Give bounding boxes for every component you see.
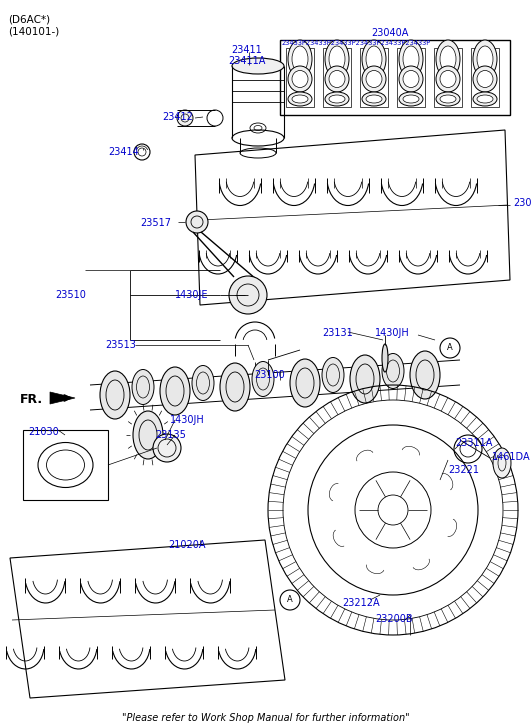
Text: 23200B: 23200B — [375, 614, 413, 624]
Ellipse shape — [232, 58, 284, 74]
Ellipse shape — [410, 351, 440, 399]
Ellipse shape — [325, 92, 349, 106]
Bar — [434, 48, 462, 107]
Ellipse shape — [382, 353, 404, 388]
Bar — [360, 48, 388, 107]
Text: 1430JE: 1430JE — [175, 290, 209, 300]
Ellipse shape — [325, 40, 349, 78]
Text: (D6AC*): (D6AC*) — [8, 14, 50, 24]
Text: 23311A: 23311A — [455, 438, 493, 448]
Ellipse shape — [350, 355, 380, 403]
Ellipse shape — [436, 40, 460, 78]
Ellipse shape — [329, 71, 345, 87]
Ellipse shape — [440, 71, 456, 87]
Ellipse shape — [440, 95, 456, 103]
Ellipse shape — [288, 66, 312, 92]
Text: 21020A: 21020A — [168, 540, 205, 550]
Text: A: A — [287, 595, 293, 604]
Ellipse shape — [477, 95, 493, 103]
Ellipse shape — [288, 40, 312, 78]
Ellipse shape — [382, 344, 388, 372]
Text: 23135: 23135 — [155, 430, 186, 440]
Ellipse shape — [322, 358, 344, 393]
Text: 23433P23433P23433P23433P23433P23433P: 23433P23433P23433P23433P23433P23433P — [282, 40, 431, 46]
Ellipse shape — [329, 95, 345, 103]
Bar — [471, 48, 499, 107]
Ellipse shape — [288, 92, 312, 106]
Ellipse shape — [362, 66, 386, 92]
Text: 23414: 23414 — [108, 147, 139, 157]
Ellipse shape — [186, 211, 208, 233]
Ellipse shape — [440, 46, 456, 72]
Ellipse shape — [290, 359, 320, 407]
Ellipse shape — [403, 71, 419, 87]
Ellipse shape — [436, 92, 460, 106]
Text: 23513: 23513 — [105, 340, 136, 350]
Bar — [286, 48, 314, 107]
Ellipse shape — [325, 66, 349, 92]
Text: 23510: 23510 — [55, 290, 86, 300]
Ellipse shape — [366, 71, 382, 87]
Bar — [280, 40, 510, 115]
Ellipse shape — [177, 110, 193, 126]
Ellipse shape — [133, 411, 163, 459]
Ellipse shape — [329, 46, 345, 72]
Ellipse shape — [473, 92, 497, 106]
Text: 23412: 23412 — [162, 112, 193, 122]
Bar — [397, 48, 425, 107]
Text: 23411A: 23411A — [228, 56, 265, 66]
Text: A: A — [447, 343, 453, 353]
Ellipse shape — [399, 92, 423, 106]
Text: 1461DA: 1461DA — [492, 452, 530, 462]
Ellipse shape — [160, 367, 190, 415]
Ellipse shape — [192, 366, 214, 401]
Text: 23040A: 23040A — [371, 28, 409, 38]
Ellipse shape — [493, 448, 511, 478]
Ellipse shape — [100, 371, 130, 419]
Ellipse shape — [229, 276, 267, 314]
Text: 21030: 21030 — [28, 427, 59, 437]
Ellipse shape — [403, 46, 419, 72]
Ellipse shape — [436, 66, 460, 92]
Text: 23131: 23131 — [322, 328, 353, 338]
Text: 1430JH: 1430JH — [170, 415, 205, 425]
Text: "Please refer to Work Shop Manual for further information": "Please refer to Work Shop Manual for fu… — [122, 713, 410, 723]
Ellipse shape — [473, 66, 497, 92]
Ellipse shape — [153, 434, 181, 462]
Bar — [323, 48, 351, 107]
Ellipse shape — [366, 46, 382, 72]
Ellipse shape — [477, 71, 493, 87]
Ellipse shape — [362, 40, 386, 78]
Ellipse shape — [292, 71, 308, 87]
Ellipse shape — [220, 363, 250, 411]
Ellipse shape — [366, 95, 382, 103]
Text: 23221: 23221 — [448, 465, 479, 475]
Bar — [23, 430, 108, 500]
Text: 1430JH: 1430JH — [375, 328, 410, 338]
Ellipse shape — [292, 95, 308, 103]
Text: 23100: 23100 — [254, 370, 285, 380]
Ellipse shape — [473, 40, 497, 78]
Ellipse shape — [292, 46, 308, 72]
Text: FR.: FR. — [20, 393, 43, 406]
Ellipse shape — [362, 92, 386, 106]
Ellipse shape — [403, 95, 419, 103]
Ellipse shape — [399, 40, 423, 78]
Ellipse shape — [132, 369, 154, 404]
Ellipse shape — [252, 361, 274, 396]
Ellipse shape — [477, 46, 493, 72]
Text: 23060A: 23060A — [513, 198, 532, 208]
Text: 23212A: 23212A — [342, 598, 380, 608]
Polygon shape — [50, 392, 75, 404]
Text: 23517: 23517 — [140, 218, 171, 228]
Text: 23411: 23411 — [231, 45, 262, 55]
Ellipse shape — [399, 66, 423, 92]
Text: (140101-): (140101-) — [8, 27, 59, 37]
